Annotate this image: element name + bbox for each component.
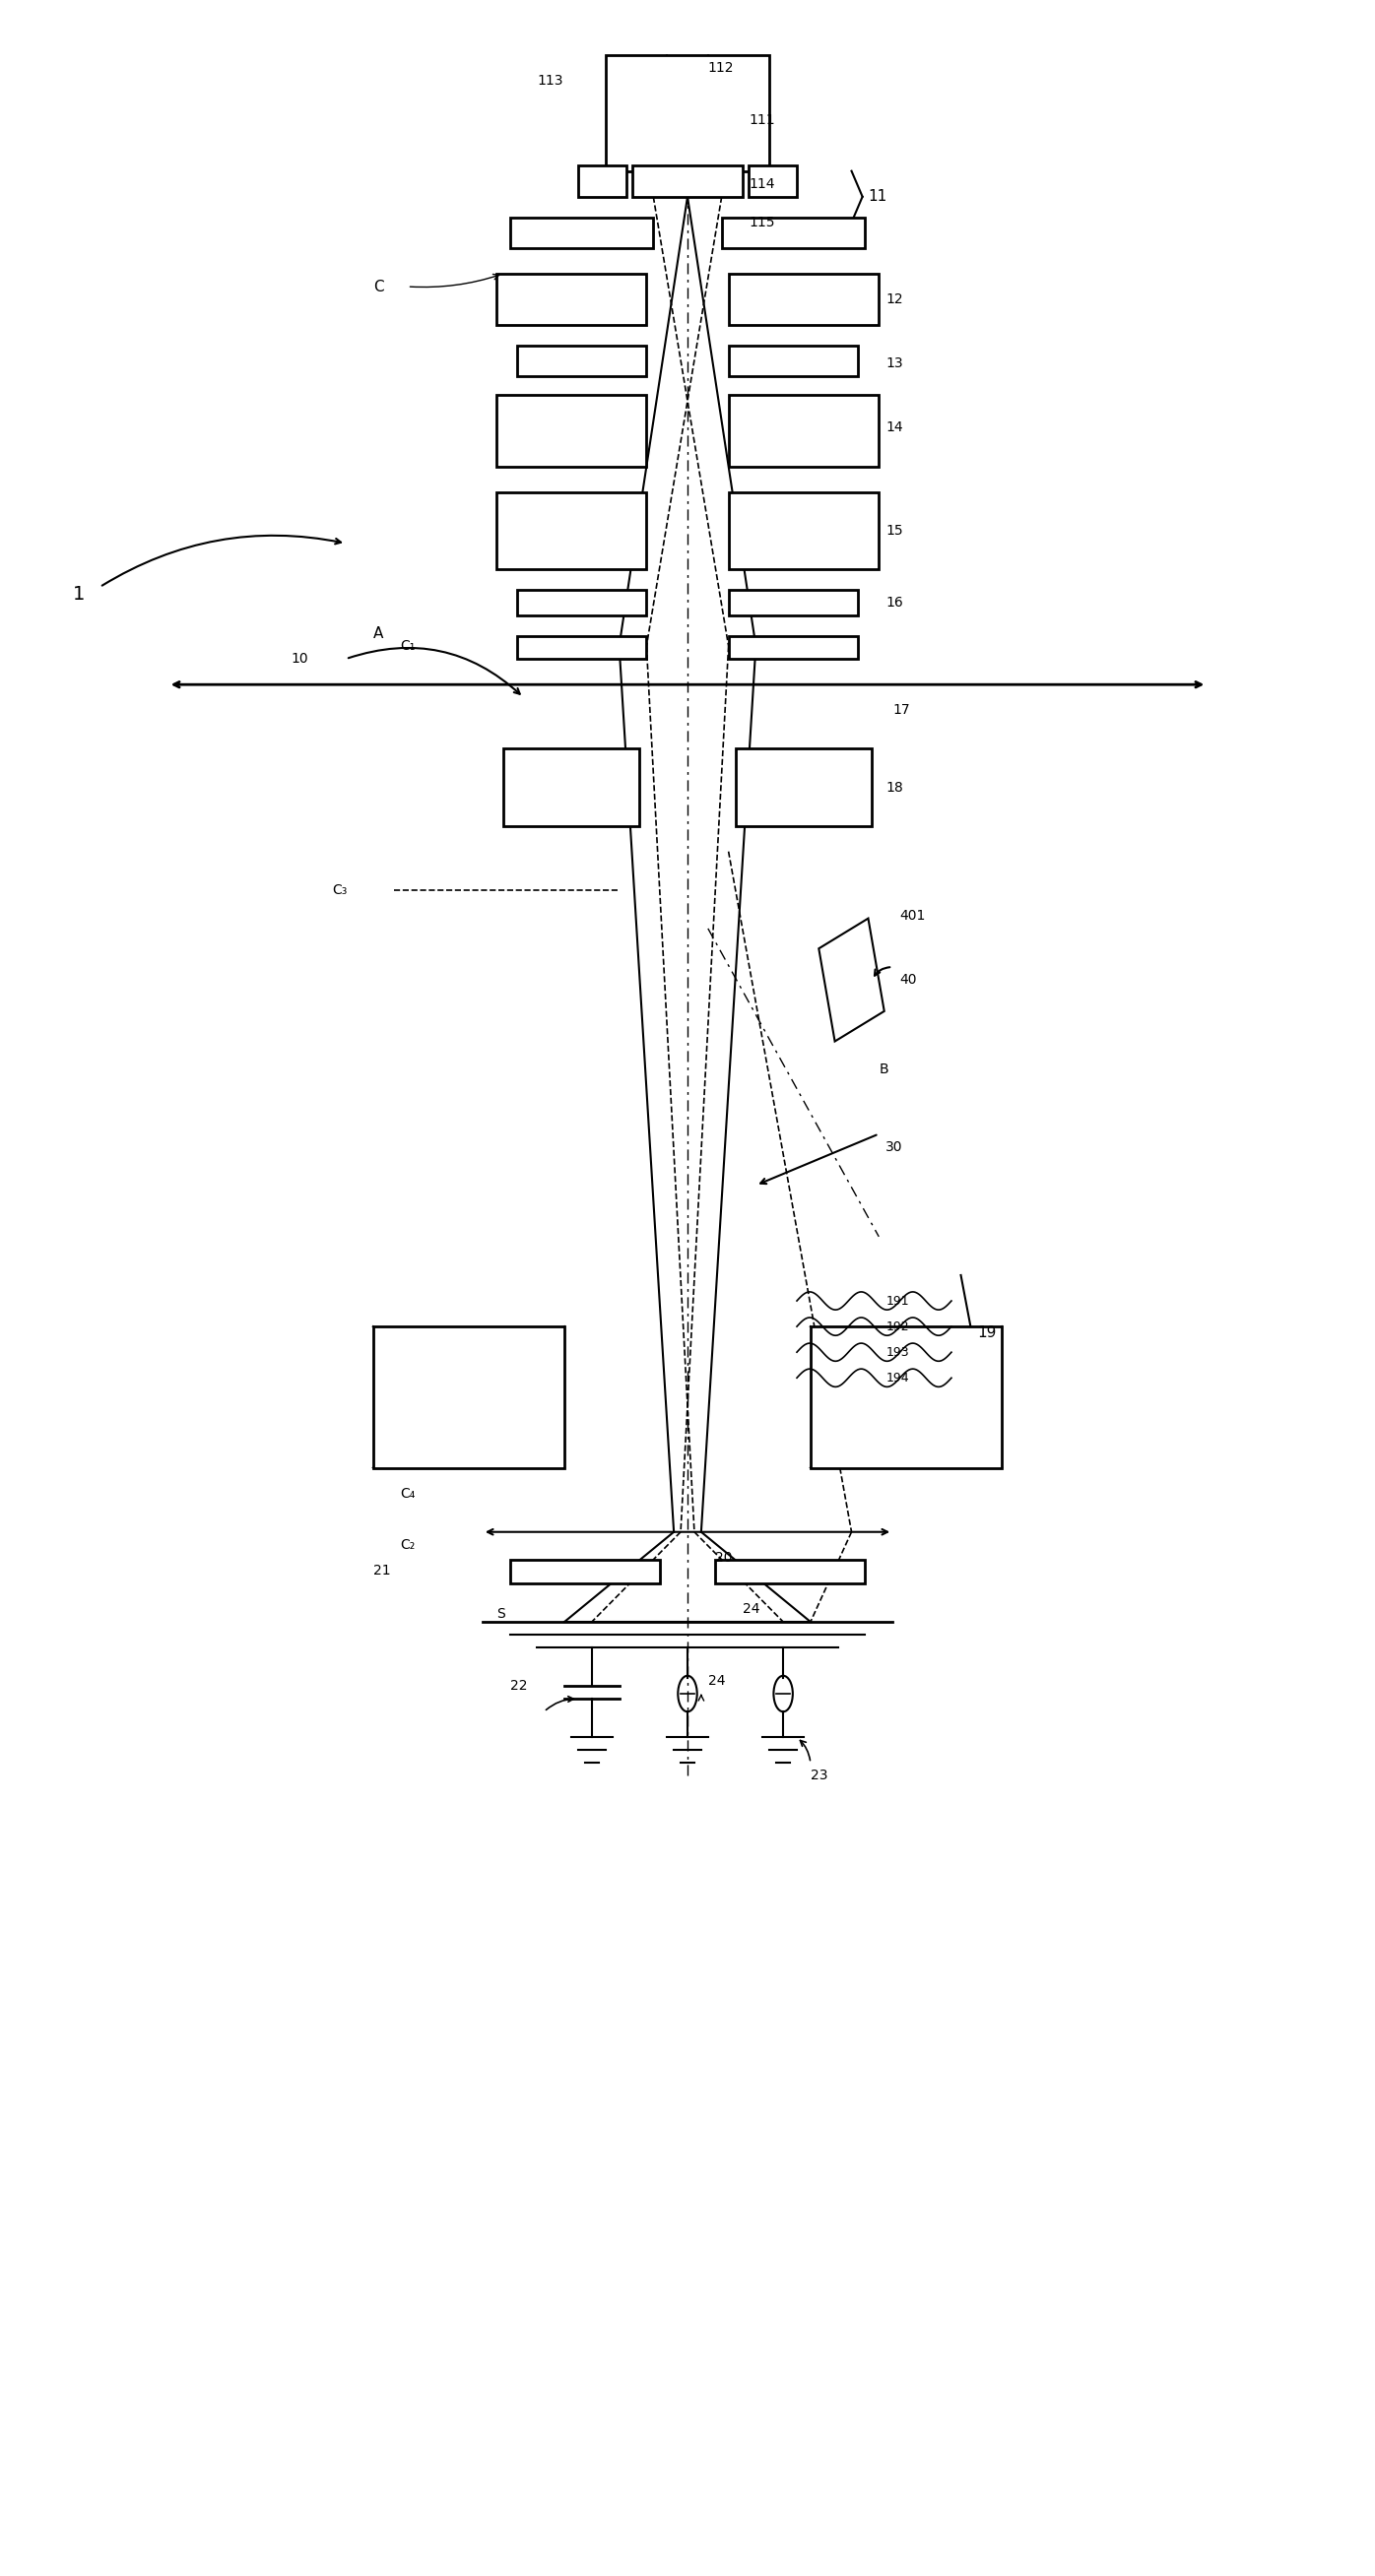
Text: 17: 17	[892, 703, 910, 716]
Bar	[510, 1561, 660, 1584]
Bar	[496, 273, 646, 325]
Text: 1: 1	[73, 585, 85, 603]
Text: A: A	[373, 626, 384, 641]
Text: 13: 13	[886, 355, 903, 371]
Text: 24: 24	[708, 1674, 725, 1687]
Text: C₁: C₁	[400, 639, 415, 652]
Bar	[749, 165, 797, 196]
Text: 22: 22	[510, 1680, 527, 1692]
Bar	[729, 590, 858, 616]
Text: 14: 14	[886, 420, 903, 435]
Bar	[729, 492, 879, 569]
Text: 193: 193	[886, 1345, 909, 1358]
Bar	[729, 636, 858, 659]
Bar	[810, 1327, 1002, 1468]
Text: 194: 194	[886, 1370, 909, 1383]
Text: 192: 192	[886, 1319, 909, 1332]
Text: C: C	[373, 278, 384, 294]
Text: 16: 16	[886, 595, 903, 611]
Text: 401: 401	[899, 909, 925, 922]
Text: C₄: C₄	[400, 1486, 415, 1499]
Text: 20: 20	[715, 1551, 732, 1564]
Bar	[605, 57, 770, 170]
Bar	[496, 394, 646, 466]
Text: 191: 191	[886, 1293, 909, 1306]
Text: C₃: C₃	[333, 884, 348, 896]
Text: 12: 12	[886, 294, 903, 307]
Text: 10: 10	[292, 652, 308, 665]
Text: 111: 111	[749, 113, 775, 126]
Bar	[577, 165, 626, 196]
Bar	[517, 590, 646, 616]
Text: 112: 112	[708, 62, 734, 75]
Text: 113: 113	[538, 75, 564, 88]
Text: 24: 24	[742, 1602, 759, 1615]
Bar	[503, 750, 639, 827]
Text: 15: 15	[886, 523, 903, 538]
Bar	[722, 216, 865, 247]
Text: 114: 114	[749, 178, 775, 191]
Bar	[729, 345, 858, 376]
Text: 19: 19	[978, 1327, 997, 1340]
Text: 30: 30	[886, 1139, 903, 1154]
Text: 115: 115	[749, 216, 775, 229]
Bar	[633, 165, 743, 196]
Text: C₂: C₂	[400, 1538, 415, 1551]
Bar	[517, 636, 646, 659]
Text: 21: 21	[373, 1564, 390, 1577]
Text: 40: 40	[899, 974, 917, 987]
Text: 23: 23	[810, 1770, 828, 1783]
Bar	[373, 1327, 565, 1468]
Bar	[736, 750, 872, 827]
Bar	[715, 1561, 865, 1584]
Bar	[729, 273, 879, 325]
Bar	[729, 394, 879, 466]
Text: B: B	[879, 1064, 888, 1077]
Bar	[517, 345, 646, 376]
Text: S: S	[496, 1607, 505, 1620]
Text: 11: 11	[868, 188, 887, 204]
Bar	[510, 216, 653, 247]
Bar	[496, 492, 646, 569]
Text: 18: 18	[886, 781, 903, 793]
